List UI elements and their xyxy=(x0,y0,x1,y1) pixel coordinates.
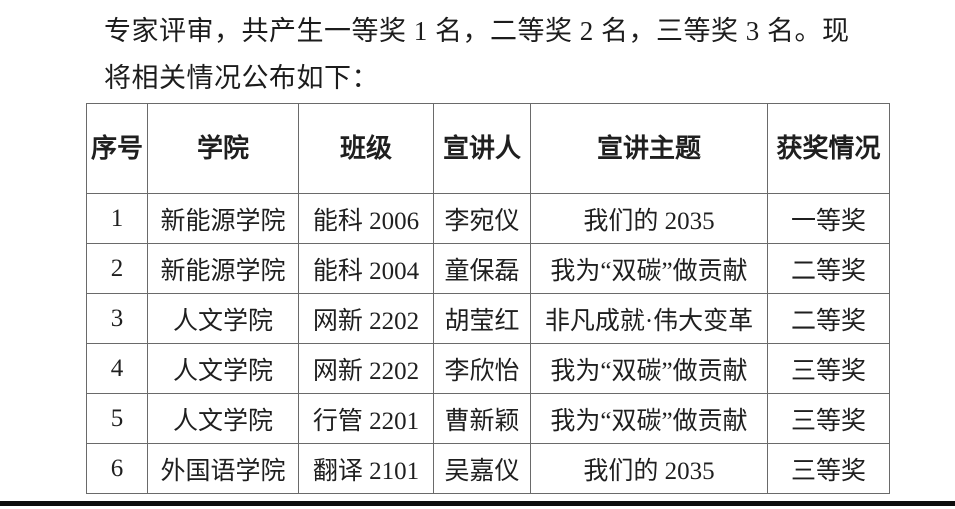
cell-speaker: 李欣怡 xyxy=(433,343,531,394)
award-results-table: 序号 学院 班级 宣讲人 宣讲主题 获奖情况 1 新能源学院 能科 2006 李… xyxy=(86,103,890,494)
cell-class: 翻译 2101 xyxy=(298,443,434,494)
cell-serial: 5 xyxy=(86,393,148,444)
header-class: 班级 xyxy=(298,103,434,194)
cell-topic: 我们的 2035 xyxy=(530,443,768,494)
cell-award: 一等奖 xyxy=(767,193,890,244)
cell-serial: 2 xyxy=(86,243,148,294)
header-topic: 宣讲主题 xyxy=(530,103,768,194)
table-row: 1 新能源学院 能科 2006 李宛仪 我们的 2035 一等奖 xyxy=(86,193,890,244)
cell-award: 三等奖 xyxy=(767,443,890,494)
header-college: 学院 xyxy=(147,103,299,194)
cell-award: 二等奖 xyxy=(767,243,890,294)
cell-speaker: 曹新颖 xyxy=(433,393,531,444)
table-row: 4 人文学院 网新 2202 李欣怡 我为“双碳”做贡献 三等奖 xyxy=(86,343,890,394)
cell-topic: 我为“双碳”做贡献 xyxy=(530,393,768,444)
cell-college: 人文学院 xyxy=(147,293,299,344)
header-award: 获奖情况 xyxy=(767,103,890,194)
cell-speaker: 吴嘉仪 xyxy=(433,443,531,494)
cell-college: 新能源学院 xyxy=(147,193,299,244)
cell-class: 能科 2006 xyxy=(298,193,434,244)
table-row: 3 人文学院 网新 2202 胡莹红 非凡成就·伟大变革 二等奖 xyxy=(86,293,890,344)
table-row: 5 人文学院 行管 2201 曹新颖 我为“双碳”做贡献 三等奖 xyxy=(86,393,890,444)
cell-serial: 3 xyxy=(86,293,148,344)
intro-paragraph: 专家评审，共产生一等奖 1 名，二等奖 2 名，三等奖 3 名。现 将相关情况公… xyxy=(104,8,879,102)
intro-line-2: 将相关情况公布如下： xyxy=(104,63,379,93)
table-body: 1 新能源学院 能科 2006 李宛仪 我们的 2035 一等奖 2 新能源学院… xyxy=(86,193,890,494)
cell-serial: 6 xyxy=(86,443,148,494)
cell-serial: 4 xyxy=(86,343,148,394)
cell-award: 三等奖 xyxy=(767,343,890,394)
cell-college: 新能源学院 xyxy=(147,243,299,294)
header-speaker: 宣讲人 xyxy=(433,103,531,194)
cell-award: 三等奖 xyxy=(767,393,890,444)
table-row: 6 外国语学院 翻译 2101 吴嘉仪 我们的 2035 三等奖 xyxy=(86,443,890,494)
table-row: 2 新能源学院 能科 2004 童保磊 我为“双碳”做贡献 二等奖 xyxy=(86,243,890,294)
cell-class: 能科 2004 xyxy=(298,243,434,294)
table-header: 序号 学院 班级 宣讲人 宣讲主题 获奖情况 xyxy=(86,103,890,194)
cell-class: 网新 2202 xyxy=(298,343,434,394)
cell-speaker: 胡莹红 xyxy=(433,293,531,344)
cell-speaker: 童保磊 xyxy=(433,243,531,294)
cell-topic: 非凡成就·伟大变革 xyxy=(530,293,768,344)
header-serial-number: 序号 xyxy=(86,103,148,194)
cell-class: 行管 2201 xyxy=(298,393,434,444)
cell-topic: 我为“双碳”做贡献 xyxy=(530,343,768,394)
cell-serial: 1 xyxy=(86,193,148,244)
cell-class: 网新 2202 xyxy=(298,293,434,344)
cell-award: 二等奖 xyxy=(767,293,890,344)
header-row: 序号 学院 班级 宣讲人 宣讲主题 获奖情况 xyxy=(86,103,890,194)
intro-line-1: 专家评审，共产生一等奖 1 名，二等奖 2 名，三等奖 3 名。现 xyxy=(104,16,850,46)
cell-topic: 我为“双碳”做贡献 xyxy=(530,243,768,294)
cell-college: 人文学院 xyxy=(147,393,299,444)
cell-college: 外国语学院 xyxy=(147,443,299,494)
cell-topic: 我们的 2035 xyxy=(530,193,768,244)
cell-speaker: 李宛仪 xyxy=(433,193,531,244)
cell-college: 人文学院 xyxy=(147,343,299,394)
page-bottom-border xyxy=(0,501,955,506)
